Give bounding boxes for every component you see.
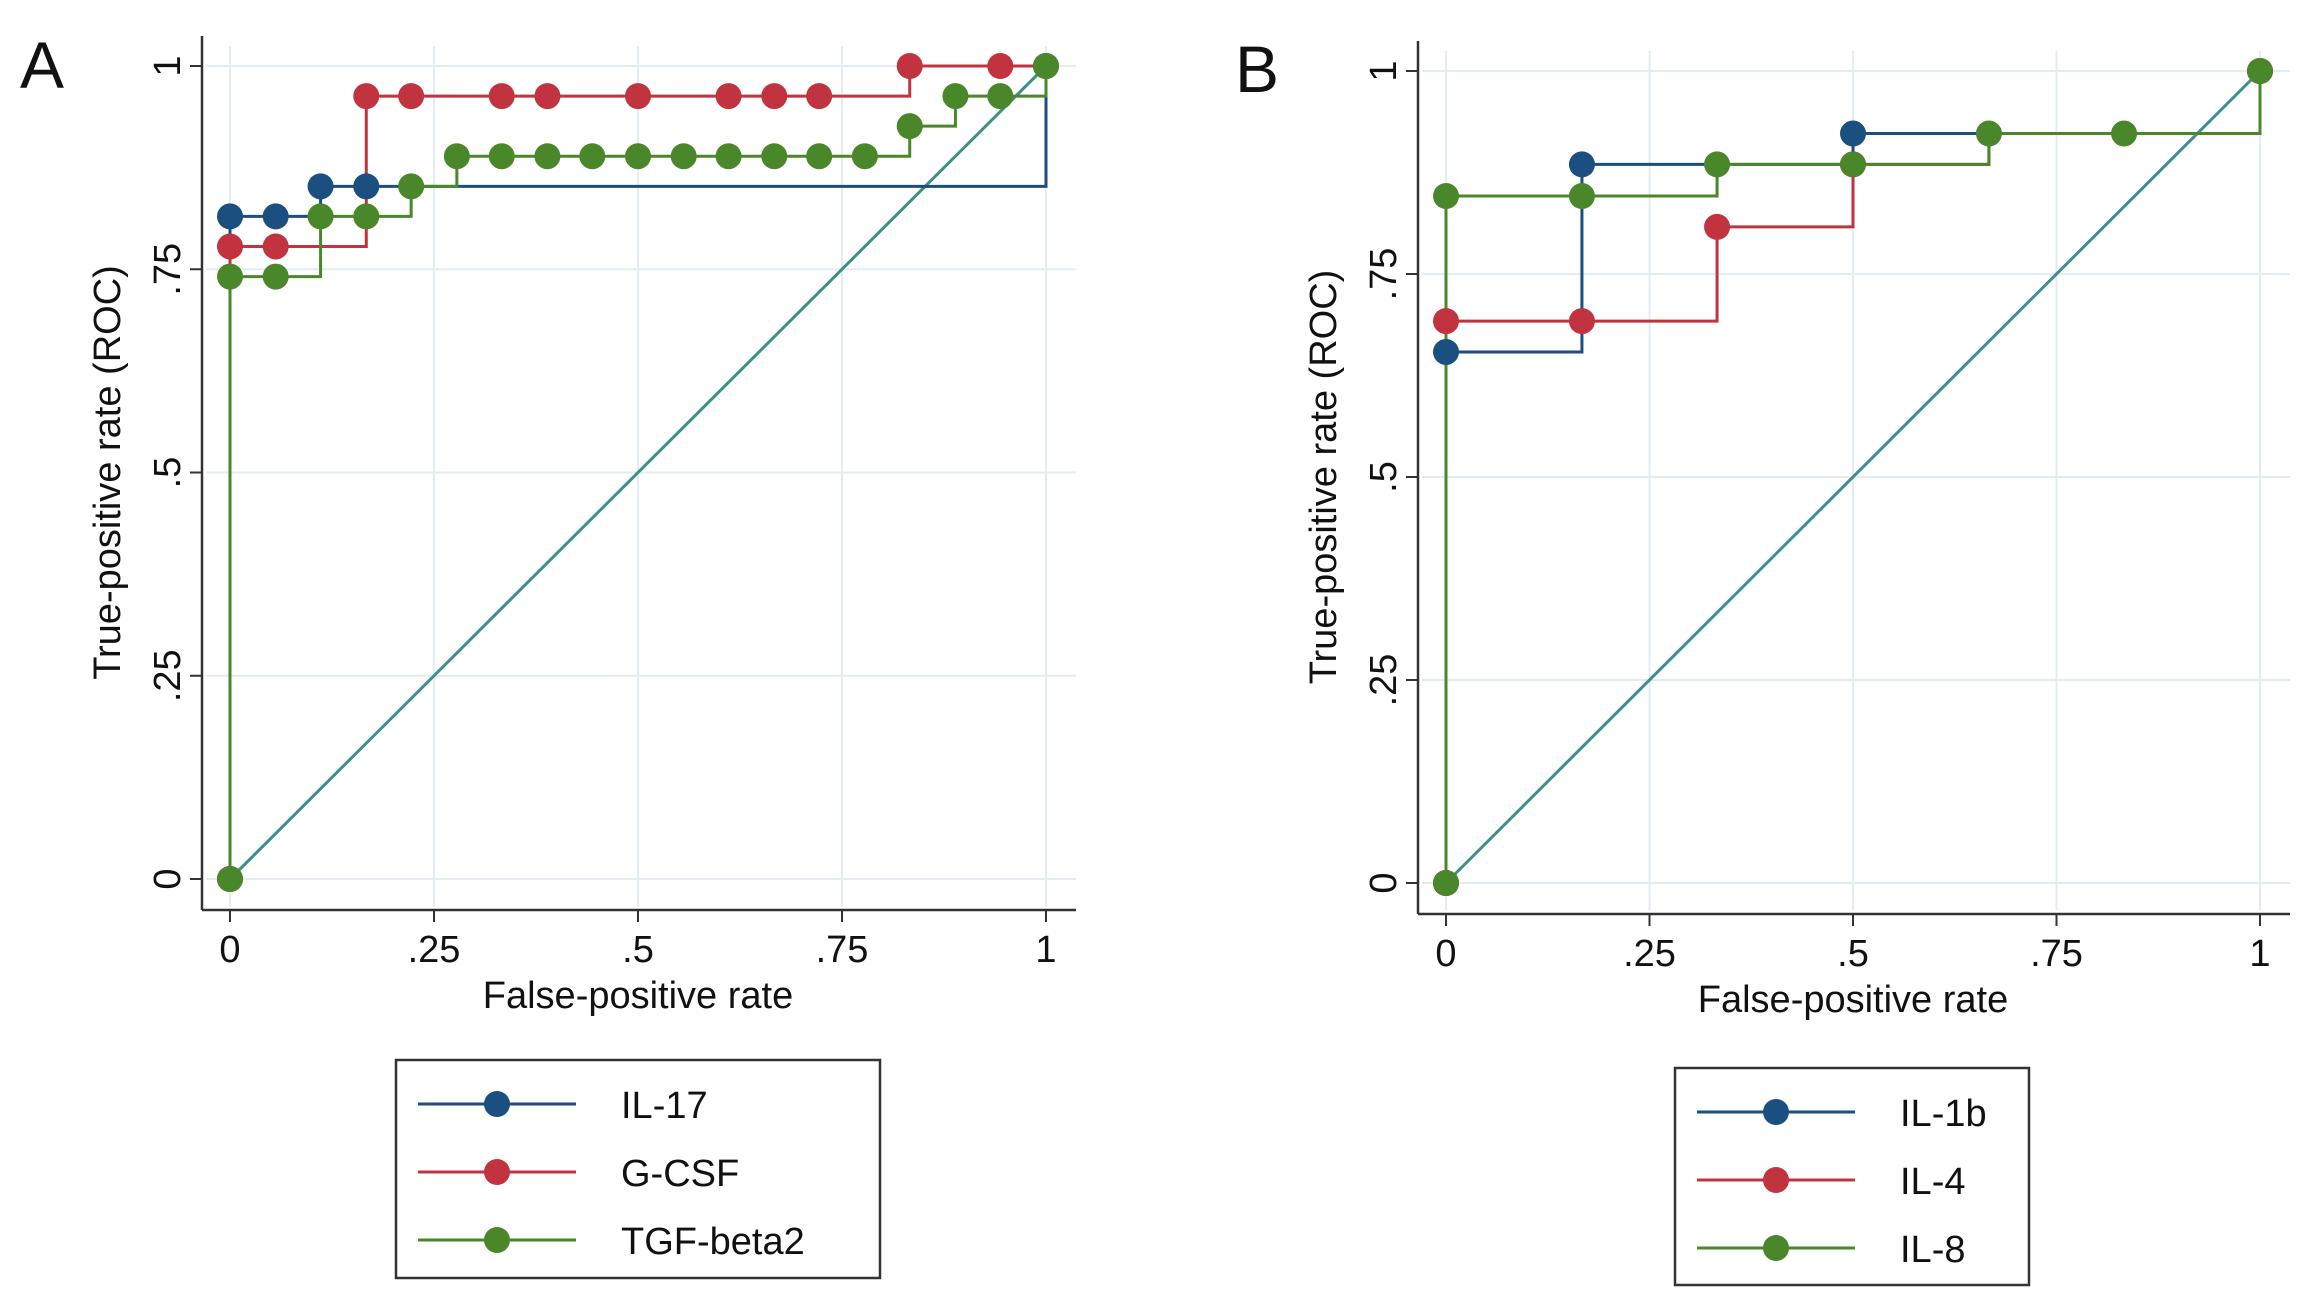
y-tick-label: .75 [147, 243, 189, 296]
y-tick-label: 1 [147, 55, 189, 76]
reference-diagonal-line [1444, 69, 2262, 885]
data-point-il-8 [1433, 870, 1459, 896]
legend-label: IL-1b [1900, 1093, 1987, 1135]
legend-marker [1763, 1099, 1789, 1125]
data-point-g-csf [488, 83, 515, 110]
data-point-il-8 [2247, 58, 2273, 84]
data-point-g-csf [761, 83, 788, 110]
x-tick-label: 0 [1435, 933, 1456, 975]
data-point-tgf-beta2 [217, 263, 243, 290]
y-tick-label: .25 [147, 649, 189, 702]
panel-label: B [1235, 32, 1279, 106]
data-point-il-17 [353, 173, 380, 200]
x-tick-label: .25 [408, 929, 461, 971]
data-point-tgf-beta2 [896, 113, 923, 140]
data-point-il-1b [1840, 120, 1866, 147]
x-tick-label: .5 [1837, 933, 1869, 975]
data-point-il-8 [1568, 183, 1595, 210]
legend-marker [484, 1227, 510, 1253]
data-point-il-17 [217, 203, 243, 230]
legend-marker [1763, 1167, 1789, 1193]
data-point-g-csf [896, 53, 923, 79]
data-point-il-8 [2111, 120, 2138, 147]
reference-diagonal-line [228, 64, 1048, 881]
x-tick-label: .5 [622, 929, 654, 971]
legend-label: G-CSF [621, 1153, 739, 1195]
data-point-il-4 [1568, 308, 1595, 335]
data-point-g-csf [715, 83, 742, 110]
data-point-il-1b [1568, 151, 1595, 178]
data-point-g-csf [262, 233, 289, 260]
legend-marker [484, 1159, 510, 1185]
data-point-tgf-beta2 [987, 83, 1014, 110]
x-tick-label: .75 [816, 929, 869, 971]
panel-b: B 0 .25 .5 .75 1 0 .25 .5 .75 1 False-positive rate… [1235, 32, 2290, 1287]
legend-label: IL-17 [621, 1085, 708, 1127]
data-point-g-csf [806, 83, 833, 110]
data-point-il-8 [1840, 151, 1866, 178]
data-point-tgf-beta2 [715, 143, 742, 170]
data-point-il-17 [307, 173, 334, 200]
legend-label: TGF-beta2 [621, 1221, 805, 1263]
data-point-tgf-beta2 [761, 143, 788, 170]
data-point-g-csf [987, 53, 1014, 79]
data-point-g-csf [398, 83, 425, 110]
data-point-tgf-beta2 [262, 263, 289, 290]
data-point-il-17 [262, 203, 289, 230]
x-tick-label: .25 [1623, 933, 1676, 975]
y-axis-title: True-positive rate (ROC) [87, 265, 129, 680]
y-tick-label: 1 [1363, 60, 1405, 81]
data-point-tgf-beta2 [625, 143, 651, 170]
data-point-g-csf [534, 83, 561, 110]
data-point-il-8 [1704, 151, 1731, 178]
x-tick-label: 1 [1035, 929, 1056, 971]
data-point-tgf-beta2 [534, 143, 561, 170]
y-tick-label: .75 [1363, 248, 1405, 301]
data-point-g-csf [217, 233, 243, 260]
data-point-tgf-beta2 [1033, 53, 1059, 79]
panel-a: A 0 .25 .5 .75 1 0 .25 .5 .75 1 False-positive rate… [20, 28, 1076, 1280]
data-point-tgf-beta2 [851, 143, 878, 170]
x-tick-label: .75 [2030, 933, 2083, 975]
data-point-il-8 [1975, 120, 2002, 147]
panel-label: A [20, 28, 64, 102]
y-tick-label: .25 [1363, 654, 1405, 707]
y-tick-label: 0 [1363, 872, 1405, 893]
legend: IL-17 G-CSF TGF-beta2 [394, 1058, 882, 1280]
x-axis-title: False-positive rate [1698, 979, 2008, 1021]
data-point-tgf-beta2 [443, 143, 470, 170]
x-tick-label: 1 [2249, 933, 2270, 975]
data-point-tgf-beta2 [670, 143, 697, 170]
legend-label: IL-8 [1900, 1229, 1965, 1271]
x-axis-title: False-positive rate [483, 975, 793, 1017]
data-point-tgf-beta2 [579, 143, 606, 170]
data-point-g-csf [353, 83, 380, 110]
data-point-tgf-beta2 [353, 203, 380, 230]
data-point-il-4 [1704, 213, 1731, 240]
y-tick-label: .5 [147, 457, 189, 489]
y-axis-title: True-positive rate (ROC) [1303, 270, 1345, 685]
x-tick-label: 0 [219, 929, 240, 971]
data-point-il-8 [1433, 183, 1459, 210]
data-point-tgf-beta2 [488, 143, 515, 170]
legend-box [394, 1058, 882, 1280]
legend-marker [1763, 1235, 1789, 1261]
legend-marker [484, 1091, 510, 1117]
data-point-tgf-beta2 [307, 203, 334, 230]
legend: IL-1b IL-4 IL-8 [1673, 1066, 2031, 1287]
data-point-tgf-beta2 [806, 143, 833, 170]
data-point-tgf-beta2 [398, 173, 425, 200]
data-point-il-4 [1433, 308, 1459, 335]
y-tick-label: 0 [147, 868, 189, 889]
data-point-tgf-beta2 [942, 83, 969, 110]
data-point-g-csf [625, 83, 651, 110]
y-tick-label: .5 [1363, 461, 1405, 493]
data-point-il-1b [1433, 338, 1459, 365]
legend-label: IL-4 [1900, 1161, 1965, 1203]
data-point-tgf-beta2 [217, 866, 243, 892]
